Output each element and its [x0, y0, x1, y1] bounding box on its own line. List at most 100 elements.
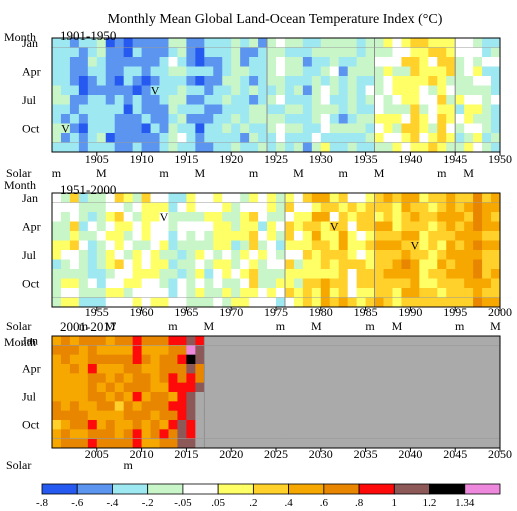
heatmap-cell [87, 429, 98, 440]
heatmap-cell [482, 278, 492, 289]
heatmap-cell [105, 38, 116, 48]
heatmap-cell [267, 354, 277, 365]
heatmap-cell [231, 193, 241, 203]
heatmap-cell [87, 297, 98, 308]
heatmap-cell [177, 297, 187, 308]
heatmap-cell [141, 57, 151, 67]
heatmap-cell [69, 85, 80, 96]
x-tick-label: 1970 [219, 305, 243, 319]
heatmap-cell [213, 47, 223, 58]
heatmap-cell [213, 193, 223, 203]
heatmap-cell [249, 392, 259, 402]
heatmap-cell [356, 278, 366, 289]
heatmap-cell [141, 85, 151, 96]
heatmap-cell [365, 278, 375, 289]
heatmap-cell [114, 104, 125, 115]
heatmap-cell [482, 202, 492, 213]
heatmap-cell [213, 364, 223, 374]
heatmap-cell [168, 231, 178, 241]
heatmap-cell [482, 297, 492, 308]
heatmap-cell [473, 212, 483, 222]
heatmap-cell [338, 240, 349, 251]
heatmap-cell [437, 250, 447, 260]
heatmap-cell [491, 401, 501, 412]
solar-marker: m [455, 319, 465, 333]
heatmap-cell [249, 123, 259, 134]
heatmap-cell [320, 133, 331, 143]
heatmap-cell [347, 114, 358, 124]
heatmap-cell [410, 420, 420, 430]
heatmap-cell [222, 202, 232, 213]
heatmap-cell [186, 202, 196, 213]
heatmap-cell [258, 76, 268, 86]
heatmap-cell [392, 429, 402, 440]
heatmap-cell [60, 364, 71, 374]
heatmap-cell [141, 354, 151, 365]
heatmap-cell [132, 47, 142, 58]
heatmap-cell [69, 231, 80, 241]
heatmap-cell [105, 193, 116, 203]
heatmap-cell [374, 259, 384, 270]
heatmap-cell [141, 240, 151, 251]
heatmap-cell [78, 95, 89, 105]
solar-marker: m [276, 319, 286, 333]
heatmap-cell [132, 336, 142, 346]
heatmap-cell [123, 212, 134, 222]
heatmap-cell [446, 297, 456, 308]
heatmap-cell [141, 420, 151, 430]
heatmap-cell [374, 364, 384, 374]
heatmap-cell [392, 259, 402, 270]
heatmap-cell [446, 259, 456, 270]
heatmap-cell [222, 278, 232, 289]
x-tick-label: 2030 [309, 447, 333, 461]
heatmap-cell [213, 104, 223, 115]
heatmap-cell [159, 212, 169, 222]
heatmap-cell [213, 212, 223, 222]
heatmap-cell [195, 410, 205, 421]
heatmap-cell [437, 57, 447, 67]
heatmap-cell [329, 420, 340, 430]
heatmap-cell [293, 202, 304, 213]
heatmap-cell [150, 221, 160, 232]
heatmap-cell [78, 392, 89, 402]
heatmap-cell [87, 212, 98, 222]
heatmap-cell [383, 336, 393, 346]
heatmap-cell [428, 193, 438, 203]
heatmap-cell [329, 193, 340, 203]
solar-marker: m [52, 166, 62, 180]
heatmap-cell [159, 269, 169, 279]
heatmap-cell [356, 364, 366, 374]
heatmap-cell [365, 429, 375, 440]
heatmap-cell [195, 429, 205, 440]
heatmap-cell [150, 95, 160, 105]
heatmap-cell [105, 202, 116, 213]
heatmap-cell [168, 76, 178, 86]
heatmap-cell [114, 438, 125, 449]
heatmap-cell [383, 420, 393, 430]
heatmap-cell [401, 438, 411, 449]
heatmap-cell [491, 269, 501, 279]
legend-swatch [464, 483, 501, 495]
heatmap-cell [302, 123, 313, 134]
heatmap-cell [491, 336, 501, 346]
heatmap-cell [410, 438, 420, 449]
heatmap-cell [347, 429, 358, 440]
heatmap-cell [240, 269, 250, 279]
heatmap-cell [356, 123, 366, 134]
heatmap-cell [249, 142, 259, 153]
heatmap-cell [69, 259, 80, 270]
heatmap-cell [186, 438, 196, 449]
heatmap-cell [392, 133, 402, 143]
heatmap-cell [177, 278, 187, 289]
heatmap-cell [186, 373, 196, 384]
heatmap-cell [464, 278, 474, 289]
heatmap-cell [419, 288, 429, 298]
heatmap-cell [69, 278, 80, 289]
heatmap-cell [186, 47, 196, 58]
heatmap-cell [96, 438, 107, 449]
legend-tick-value: 1.34 [455, 497, 475, 506]
heatmap-cell [320, 240, 331, 251]
heatmap-cell [401, 250, 411, 260]
heatmap-cell [123, 401, 134, 412]
heatmap-cell [293, 142, 304, 153]
